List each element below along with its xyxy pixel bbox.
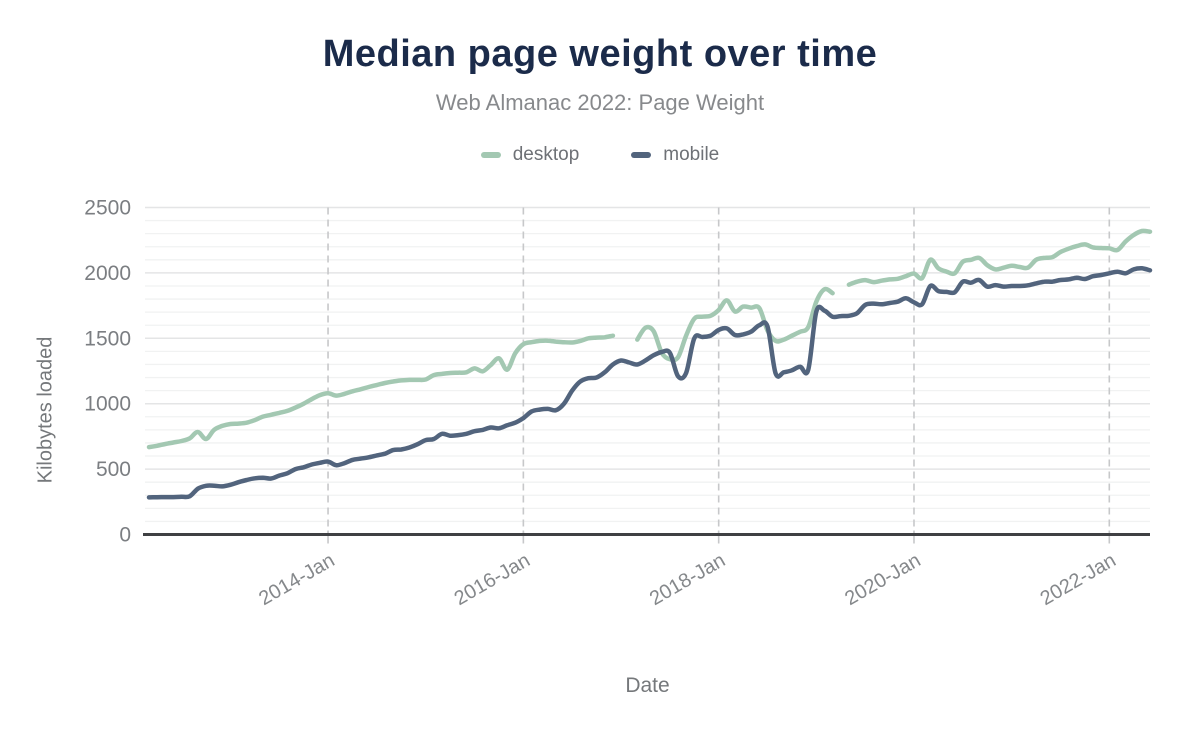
y-axis-title: Kilobytes loaded <box>34 336 57 484</box>
y-tick-label: 1500 <box>84 327 131 350</box>
x-tick-label: 2018-Jan <box>646 549 729 610</box>
x-tick-label: 2014-Jan <box>255 549 338 610</box>
mobile-line[interactable] <box>146 266 1153 500</box>
legend-item-desktop[interactable]: desktop <box>480 144 580 166</box>
mobile-swatch-icon <box>631 152 652 158</box>
legend-item-mobile[interactable]: mobile <box>631 144 719 166</box>
legend-label-mobile: mobile <box>663 144 720 165</box>
y-tick-label: 2000 <box>84 262 131 285</box>
chart-subtitle: Web Almanac 2022: Page Weight <box>435 90 765 115</box>
y-tick-label: 0 <box>119 524 131 547</box>
chart-title: Median page weight over time <box>322 33 878 75</box>
x-axis-title: Date <box>625 674 670 697</box>
chart-legend: desktop mobile <box>0 144 1200 166</box>
desktop-line[interactable] <box>146 333 616 450</box>
desktop-swatch-icon <box>480 152 501 158</box>
x-tick-label: 2020-Jan <box>841 549 924 610</box>
legend-label-desktop: desktop <box>512 144 580 165</box>
desktop-line[interactable] <box>846 228 1153 287</box>
desktop-line[interactable] <box>635 286 835 363</box>
x-tick-label: 2016-Jan <box>451 549 534 610</box>
y-tick-label: 2500 <box>84 197 131 220</box>
y-tick-label: 1000 <box>84 393 131 416</box>
y-tick-label: 500 <box>96 458 131 481</box>
x-tick-label: 2022-Jan <box>1037 549 1120 610</box>
